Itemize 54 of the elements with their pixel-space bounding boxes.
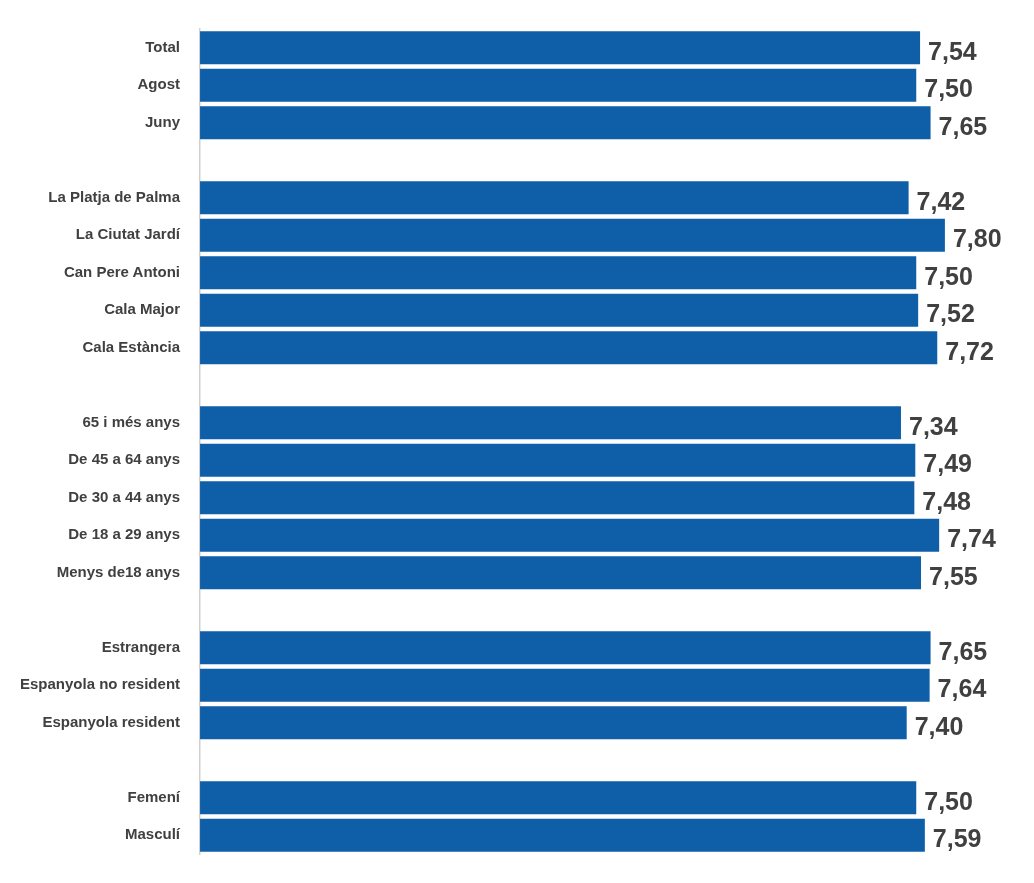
data-label: 7,65 xyxy=(938,636,988,665)
data-label: 7,54 xyxy=(928,36,977,65)
data-label: 7,52 xyxy=(926,299,975,328)
bar xyxy=(200,256,917,290)
y-tick-label: La Platja de Palma xyxy=(48,187,181,205)
bar xyxy=(200,218,945,252)
bar xyxy=(200,518,940,552)
y-tick-label: Cala Estància xyxy=(82,337,181,355)
y-tick-label: Total xyxy=(145,37,181,55)
y-tick-label: Agost xyxy=(137,75,181,93)
data-label: 7,49 xyxy=(923,449,972,478)
y-tick-label: La Ciutat Jardí xyxy=(75,225,181,243)
y-tick-label: Can Pere Antoni xyxy=(63,262,181,280)
bar xyxy=(200,706,907,740)
bar xyxy=(200,481,915,515)
data-label: 7,74 xyxy=(947,524,996,553)
y-tick-label: Estrangera xyxy=(101,637,181,655)
data-label: 7,80 xyxy=(952,224,1002,253)
y-tick-label: Femení xyxy=(127,787,181,805)
y-tick-label: Espanyola no resident xyxy=(19,675,181,693)
y-tick-label: Juny xyxy=(145,112,181,130)
data-label: 7,59 xyxy=(932,824,982,853)
y-tick-label: Menys de18 anys xyxy=(56,562,181,580)
data-label: 7,48 xyxy=(922,486,972,515)
data-label: 7,50 xyxy=(924,786,973,815)
data-label: 7,72 xyxy=(945,336,994,365)
bar xyxy=(200,631,931,665)
y-tick-label: Espanyola resident xyxy=(42,712,181,730)
bar xyxy=(200,668,930,702)
y-tick-label: Cala Major xyxy=(104,300,181,318)
data-label: 7,50 xyxy=(924,261,973,290)
data-label: 7,64 xyxy=(937,674,987,703)
bar xyxy=(200,68,917,102)
data-label: 7,50 xyxy=(924,74,973,103)
y-tick-label: De 30 a 44 anys xyxy=(68,487,181,505)
y-tick-label: De 18 a 29 anys xyxy=(68,525,181,543)
data-label: 7,34 xyxy=(908,411,958,440)
bar xyxy=(200,406,901,440)
y-tick-label: Masculí xyxy=(125,825,181,843)
bar xyxy=(200,556,922,590)
y-tick-label: De 45 a 64 anys xyxy=(68,450,181,468)
data-label: 7,42 xyxy=(916,186,966,215)
data-label: 7,55 xyxy=(929,561,978,590)
bar xyxy=(200,443,916,477)
bar xyxy=(200,331,938,365)
bar xyxy=(200,818,925,852)
bar xyxy=(200,106,931,140)
data-label: 7,65 xyxy=(938,111,988,140)
bar xyxy=(200,31,921,65)
bar xyxy=(200,293,919,327)
data-label: 7,40 xyxy=(914,711,964,740)
y-tick-label: 65 i més anys xyxy=(82,412,181,430)
bar xyxy=(200,181,909,215)
bar xyxy=(200,781,917,815)
